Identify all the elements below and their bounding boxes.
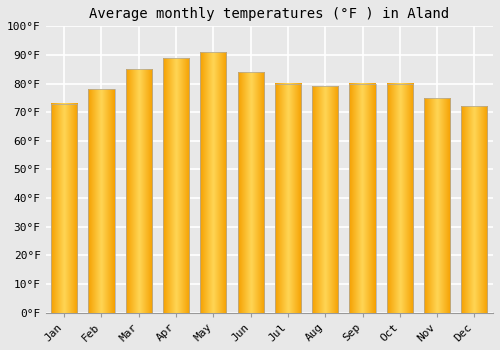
Bar — [312, 86, 338, 313]
Bar — [163, 58, 189, 313]
Bar — [424, 98, 450, 313]
Title: Average monthly temperatures (°F ) in Aland: Average monthly temperatures (°F ) in Al… — [89, 7, 450, 21]
Bar — [387, 84, 413, 313]
Bar — [51, 104, 78, 313]
Bar — [88, 89, 115, 313]
Bar — [126, 69, 152, 313]
Bar — [350, 84, 376, 313]
Bar — [275, 84, 301, 313]
Bar — [238, 72, 264, 313]
Bar — [462, 106, 487, 313]
Bar — [200, 52, 226, 313]
